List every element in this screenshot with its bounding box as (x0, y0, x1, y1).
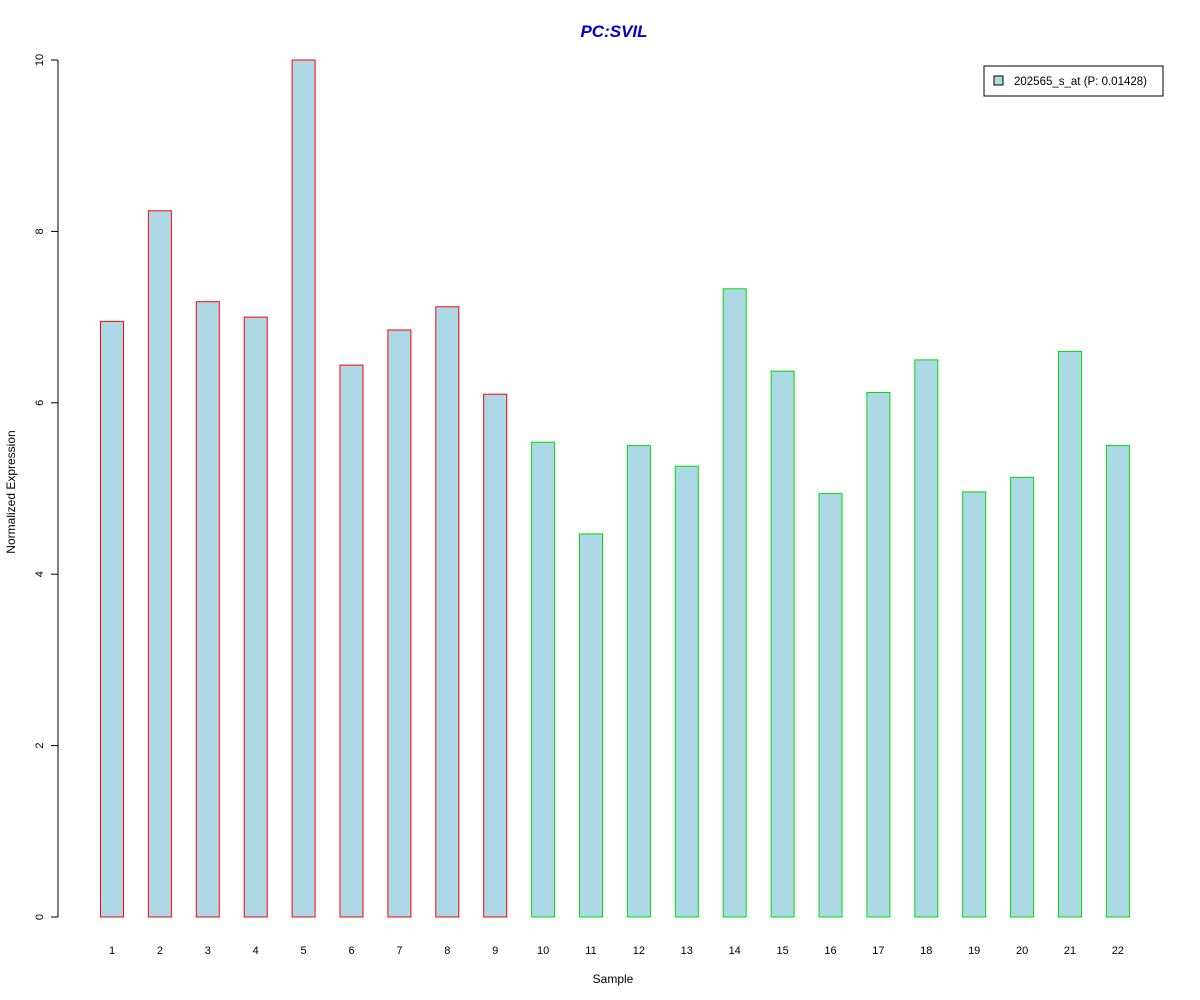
bar-sample-16 (818, 493, 843, 918)
x-tick-label: 8 (444, 945, 450, 957)
y-tick-label: 6 (34, 400, 46, 406)
x-tick-label: 17 (872, 945, 884, 957)
x-tick-label: 20 (1016, 945, 1028, 957)
x-tick-label: 16 (824, 945, 836, 957)
bar-sample-10 (531, 441, 556, 918)
legend-label: 202565_s_at (P: 0.01428) (1014, 76, 1147, 88)
bar-sample-7 (387, 329, 412, 918)
bar-sample-20 (1010, 476, 1035, 918)
x-tick-label: 11 (585, 945, 596, 957)
x-axis-label: Sample (593, 972, 634, 986)
y-tick-label: 2 (34, 743, 46, 749)
bar-sample-2 (147, 210, 172, 918)
bar-sample-4 (243, 316, 268, 918)
bar-sample-18 (914, 359, 939, 918)
bar-sample-5 (291, 59, 316, 918)
x-tick-label: 10 (537, 945, 549, 957)
bar-sample-3 (195, 301, 220, 918)
x-tick-label: 9 (492, 945, 498, 957)
x-tick-labels: 1 2 3 4 5 6 7 8 9 10 11 12 13 14 15 16 17 18 19 20 21 22 (109, 945, 1124, 957)
bars-group (100, 59, 1130, 918)
x-tick-label: 4 (253, 945, 259, 957)
x-tick-label: 7 (396, 945, 402, 957)
x-tick-label: 14 (729, 945, 741, 957)
y-tick-label: 4 (34, 571, 46, 577)
x-tick-label: 1 (109, 945, 115, 957)
bar-sample-12 (626, 445, 651, 918)
y-axis-label: Normalized Expression (4, 430, 18, 553)
x-tick-label: 15 (776, 945, 788, 957)
bar-sample-19 (962, 491, 987, 918)
legend: 202565_s_at (P: 0.01428) (983, 65, 1164, 97)
x-tick-label: 5 (301, 945, 307, 957)
y-tick-label: 10 (34, 54, 46, 66)
x-tick-label: 22 (1112, 945, 1124, 957)
bar-sample-11 (579, 533, 603, 918)
bar-sample-6 (339, 364, 364, 918)
legend-swatch (993, 75, 1004, 86)
x-tick-label: 12 (633, 945, 645, 957)
y-tick-label: 8 (34, 228, 46, 234)
bar-sample-8 (435, 306, 460, 918)
legend-box (983, 65, 1164, 97)
bar-sample-22 (1105, 445, 1130, 918)
bar-sample-14 (722, 288, 747, 918)
bar-sample-13 (674, 465, 699, 918)
x-tick-label: 13 (681, 945, 693, 957)
x-tick-label: 6 (348, 945, 354, 957)
x-tick-label: 3 (205, 945, 211, 957)
bar-sample-21 (1058, 350, 1082, 918)
x-tick-label: 21 (1064, 945, 1076, 957)
bar-sample-1 (100, 320, 124, 918)
x-tick-label: 2 (157, 945, 163, 957)
x-tick-label: 19 (968, 945, 980, 957)
y-axis: 0 2 4 6 8 10 (34, 54, 59, 920)
chart-title: PC:SVIL (580, 22, 647, 41)
x-tick-label: 18 (920, 945, 932, 957)
bar-sample-15 (770, 370, 795, 918)
bar-sample-9 (483, 393, 508, 918)
y-tick-label: 0 (34, 914, 46, 920)
bar-sample-17 (866, 392, 891, 918)
